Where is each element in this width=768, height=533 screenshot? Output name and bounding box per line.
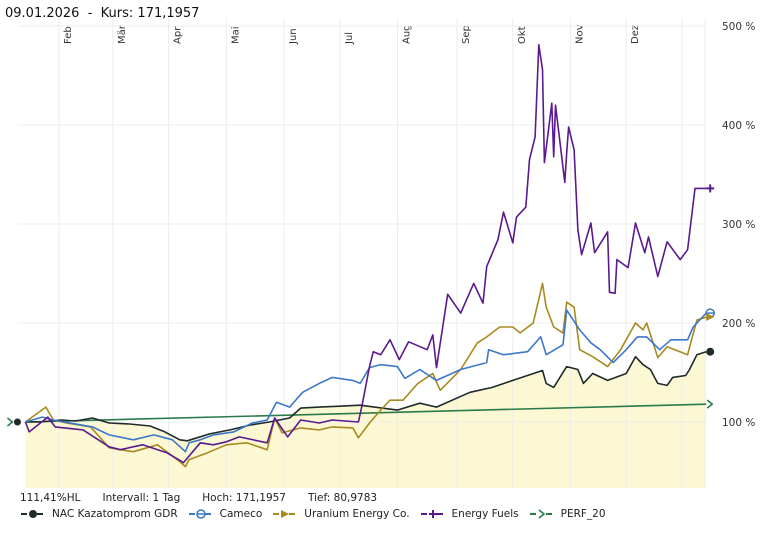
legend-marker-icon (529, 509, 554, 519)
legend-label: NAC Kazatomprom GDR (52, 508, 178, 520)
legend-item[interactable]: Uranium Energy Co. (272, 508, 410, 520)
hl-value: 111,41%HL (20, 492, 81, 504)
x-tick-label: Mär (117, 24, 128, 44)
legend-symbol (29, 510, 37, 518)
legend-marker-icon (273, 510, 298, 518)
x-tick-label: Jun (288, 28, 299, 45)
series-line-nac-kazatomprom-gdr (25, 350, 707, 442)
low-value: Tief: 80,9783 (308, 492, 378, 504)
x-tick-label: Apr (173, 26, 184, 44)
legend-item[interactable]: NAC Kazatomprom GDR (20, 508, 178, 520)
high-value: Hoch: 171,1957 (202, 492, 286, 504)
series-line-energy-fuels (24, 44, 707, 464)
legend-symbol (538, 509, 545, 519)
series-end-marker (706, 347, 715, 356)
series-group (24, 44, 707, 468)
chart-stats: 111,41%HL Intervall: 1 Tag Hoch: 171,195… (20, 492, 377, 504)
x-tick-label: Okt (517, 26, 528, 44)
legend-label: Cameco (219, 508, 263, 520)
legend-item[interactable]: PERF_20 (529, 508, 606, 520)
x-tick-label: Aug (401, 24, 412, 44)
x-tick-label: Feb (63, 26, 74, 44)
series-start-marker (13, 418, 21, 426)
series-line-uranium-energy-co- (24, 282, 707, 468)
y-tick-label: 300 % (722, 219, 755, 231)
separator: - (87, 6, 93, 21)
legend-marker-icon (420, 510, 445, 518)
x-tick-label: Dez (630, 25, 641, 44)
legend-item[interactable]: Energy Fuels (420, 508, 519, 520)
header-readout: 09.01.2026 - Kurs: 171,1957 (5, 6, 199, 21)
y-tick-label: 100 % (722, 417, 755, 429)
y-tick-label: 500 % (722, 21, 755, 33)
series-end-marker (706, 184, 715, 193)
y-tick-label: 400 % (722, 120, 755, 132)
x-tick-label: Nov (574, 24, 585, 44)
legend-label: Energy Fuels (451, 508, 519, 520)
area-fill-nac (25, 351, 707, 488)
legend-label: Uranium Energy Co. (304, 508, 410, 520)
legend-marker-icon (21, 510, 45, 518)
series-line-cameco (25, 309, 707, 453)
x-tick-label: Mai (230, 26, 241, 44)
x-tick-label: Sep (461, 25, 472, 44)
current-date: 09.01.2026 (5, 6, 80, 21)
series-end-marker (706, 313, 715, 322)
y-tick-label: 200 % (722, 318, 755, 330)
legend-label: PERF_20 (560, 508, 606, 520)
series-end-marker (706, 399, 714, 409)
legend-symbol (428, 510, 437, 518)
legend-symbol (281, 510, 290, 518)
perf-start-marker (6, 417, 14, 427)
interval-value: Intervall: 1 Tag (102, 492, 181, 504)
series-line-perf-20 (25, 403, 707, 423)
current-price: Kurs: 171,1957 (100, 6, 200, 21)
legend-item[interactable]: Cameco (188, 508, 263, 520)
legend-marker-icon (188, 509, 213, 519)
x-tick-label: Jul (344, 32, 355, 45)
chart-legend: NAC Kazatomprom GDR Cameco Uranium Energy … (20, 508, 606, 520)
